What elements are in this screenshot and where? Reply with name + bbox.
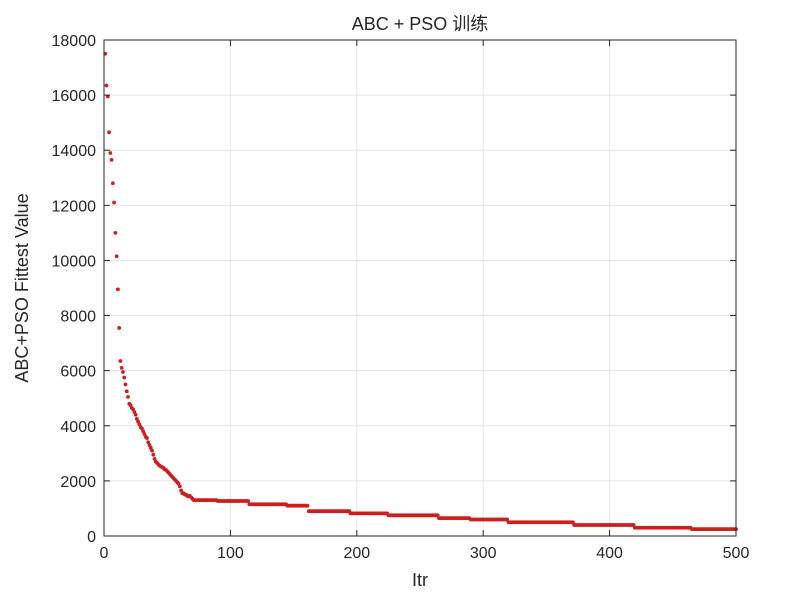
y-tick-label: 4000 [60, 419, 96, 436]
axes-box [103, 39, 737, 537]
data-point [305, 503, 310, 508]
y-tick-label: 2000 [60, 474, 96, 491]
data-point [119, 366, 124, 370]
x-axis: 0 100 200 300 400 500 [100, 40, 750, 562]
y-tick-label: 6000 [60, 364, 96, 381]
data-point [126, 394, 130, 399]
y-axis-label: ABC+PSO Fittest Value [12, 193, 32, 382]
data-point [177, 484, 182, 489]
y-tick-label: 0 [87, 529, 96, 546]
data-point [118, 359, 123, 363]
grid [103, 39, 737, 537]
y-tick-label: 14000 [52, 143, 97, 160]
data-point [123, 382, 128, 387]
x-tick-label: 100 [217, 545, 244, 562]
data-point [246, 499, 251, 503]
data-point [150, 448, 154, 453]
data-point [104, 83, 109, 88]
data-point [122, 375, 127, 380]
data-point [113, 230, 118, 235]
data-point [112, 200, 117, 205]
data-point [108, 151, 113, 155]
x-tick-label: 500 [723, 545, 750, 562]
data-point [116, 287, 120, 292]
data-point [114, 254, 119, 259]
x-tick-label: 200 [343, 545, 370, 562]
data-point [121, 370, 125, 374]
y-tick-label: 10000 [52, 253, 97, 270]
data-point [151, 452, 156, 457]
y-tick-label: 18000 [52, 33, 97, 50]
data-point [124, 389, 129, 394]
chart-title: ABC + PSO 训练 [352, 14, 489, 34]
y-tick-label: 12000 [52, 198, 97, 215]
plot-area [104, 40, 736, 536]
x-tick-label: 0 [100, 545, 109, 562]
data-point [133, 412, 138, 417]
x-axis-label: Itr [412, 570, 428, 590]
x-tick-label: 400 [596, 545, 623, 562]
data-point [107, 130, 111, 135]
y-tick-label: 16000 [52, 88, 97, 105]
data-point [109, 157, 114, 162]
x-tick-label: 300 [470, 545, 497, 562]
y-tick-label: 8000 [60, 309, 96, 326]
data-point [110, 181, 115, 186]
data-point [145, 436, 149, 441]
data-point [117, 326, 122, 330]
y-axis: 0 2000 4000 6000 8000 10000 12000 14000 16000 180… [52, 33, 736, 546]
